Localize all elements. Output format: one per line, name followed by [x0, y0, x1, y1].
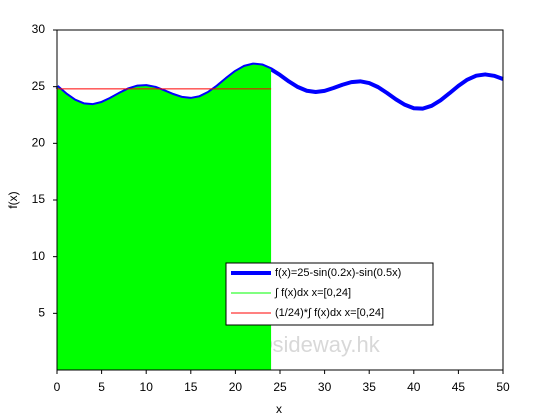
- x-tick-label: 45: [452, 380, 466, 394]
- legend: f(x)=25-sin(0.2x)-sin(0.5x) ∫ f(x)dx x=[0…: [225, 262, 434, 326]
- x-tick-label: 15: [184, 380, 198, 394]
- y-tick-label: 20: [32, 136, 46, 150]
- x-tick-label: 40: [407, 380, 421, 394]
- x-tick-label: 10: [140, 380, 154, 394]
- legend-label: f(x)=25-sin(0.2x)-sin(0.5x): [275, 267, 401, 279]
- y-tick-label: 15: [32, 192, 46, 206]
- legend-label: ∫ f(x)dx x=[0,24]: [274, 287, 351, 299]
- legend-label: (1/24)*∫ f(x)dx x=[0,24]: [275, 307, 384, 319]
- y-tick-label: 10: [32, 249, 46, 263]
- x-tick-label: 35: [363, 380, 377, 394]
- y-tick-label: 25: [32, 79, 46, 93]
- watermark: ©sideway.hk: [256, 332, 380, 357]
- area: [57, 64, 272, 370]
- x-tick-label: 0: [54, 380, 61, 394]
- y-tick-label: 5: [38, 306, 45, 320]
- x-tick-label: 30: [318, 380, 332, 394]
- y-axis-label: f(x): [6, 191, 20, 208]
- x-tick-label: 5: [98, 380, 105, 394]
- x-tick-label: 20: [229, 380, 243, 394]
- x-tick-label: 50: [496, 380, 510, 394]
- x-tick-label: 25: [273, 380, 287, 394]
- x-axis-label: x: [276, 402, 282, 416]
- y-tick-label: 30: [32, 22, 46, 36]
